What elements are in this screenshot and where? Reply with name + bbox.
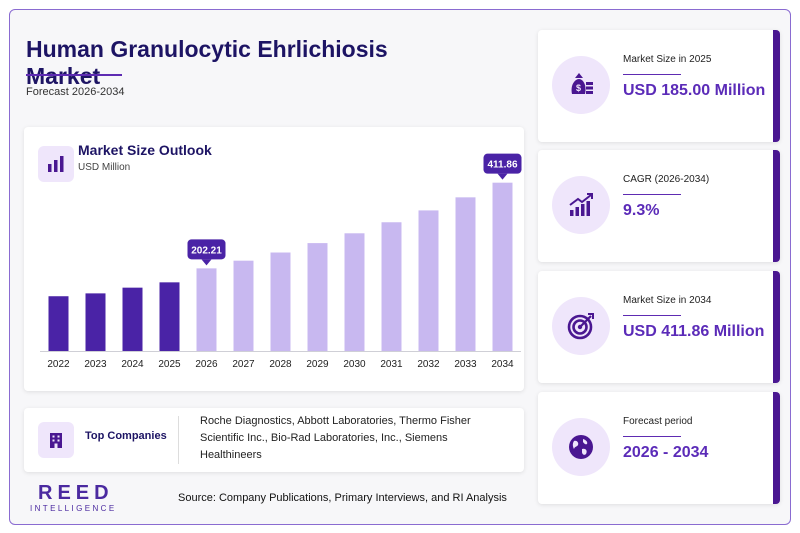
card-accent <box>773 30 780 142</box>
globe-icon <box>552 418 610 476</box>
x-tick-label: 2022 <box>47 359 70 370</box>
bar-2029 <box>307 243 328 351</box>
stat-label: CAGR (2026-2034) <box>623 174 710 185</box>
x-tick-label: 2027 <box>232 359 255 370</box>
title-underline <box>26 74 122 76</box>
callout-2034: 411.86 <box>483 153 522 180</box>
svg-text:$: $ <box>576 83 581 93</box>
bar-2033 <box>455 197 476 351</box>
target-icon <box>552 297 610 355</box>
bar-2034 <box>492 182 513 351</box>
stat-card-market-2025: $ Market Size in 2025 USD 185.00 Million <box>538 30 780 142</box>
x-tick-label: 2031 <box>380 359 403 370</box>
stat-value: USD 185.00 Million <box>623 82 766 99</box>
market-size-bar-chart: 2022 2023 2024 2025 2026 2027 2028 2029 2030 2031… <box>40 153 522 370</box>
money-bag-icon: $ <box>552 56 610 114</box>
bar-2026 <box>196 268 217 351</box>
x-tick-label: 2026 <box>195 359 218 370</box>
stat-card-market-2034: Market Size in 2034 USD 411.86 Million <box>538 271 780 383</box>
x-tick-label: 2024 <box>121 359 144 370</box>
stat-rule <box>623 315 681 316</box>
stat-value: 2026 - 2034 <box>623 444 709 461</box>
stat-value: USD 411.86 Million <box>623 323 765 340</box>
card-accent <box>773 271 780 383</box>
bar-2031 <box>381 222 402 351</box>
x-tick-label: 2030 <box>343 359 366 370</box>
bar-2032 <box>418 210 439 351</box>
brand-logo: REED <box>38 482 114 504</box>
card-accent <box>773 150 780 262</box>
stat-label: Market Size in 2025 <box>623 54 712 65</box>
bar-2023 <box>85 293 106 351</box>
x-tick-label: 2023 <box>84 359 107 370</box>
x-tick-label: 2025 <box>158 359 181 370</box>
stat-value: 9.3% <box>623 202 660 219</box>
x-tick-label: 2029 <box>306 359 329 370</box>
bar-2025 <box>159 282 180 351</box>
stat-rule <box>623 436 681 437</box>
source-note: Source: Company Publications, Primary In… <box>178 492 507 504</box>
page-title: Human Granulocytic Ehrlichiosis Market <box>26 36 388 89</box>
callout-2026: 202.21 <box>187 239 226 266</box>
bar-2027 <box>233 260 254 351</box>
x-tick-label: 2032 <box>417 359 440 370</box>
growth-chart-icon <box>552 176 610 234</box>
stat-label: Market Size in 2034 <box>623 295 712 306</box>
stat-card-cagr: CAGR (2026-2034) 9.3% <box>538 150 780 262</box>
x-tick-label: 2028 <box>269 359 292 370</box>
card-accent <box>773 392 780 504</box>
x-tick-label: 2034 <box>491 359 514 370</box>
top-companies-card <box>24 408 524 472</box>
bar-2030 <box>344 233 365 351</box>
companies-divider <box>178 416 179 464</box>
brand-logo-sub: INTELLIGENCE <box>30 504 117 513</box>
bar-chart-icon <box>38 146 74 182</box>
building-icon <box>38 422 74 458</box>
top-companies-label: Top Companies <box>85 430 167 442</box>
stat-label: Forecast period <box>623 416 693 427</box>
top-companies-list: Roche Diagnostics, Abbott Laboratories, … <box>200 415 471 461</box>
bar-2022 <box>48 296 69 351</box>
bar-2024 <box>122 287 143 351</box>
stat-rule <box>623 74 681 75</box>
stat-card-forecast-period: Forecast period 2026 - 2034 <box>538 392 780 504</box>
bar-2028 <box>270 252 291 351</box>
page-subtitle: Forecast 2026-2034 <box>26 86 125 98</box>
stat-rule <box>623 194 681 195</box>
callout-label: 411.86 <box>487 160 517 171</box>
chart-title: Market Size Outlook <box>78 142 212 158</box>
chart-unit: USD Million <box>78 162 131 173</box>
callout-label: 202.21 <box>191 245 222 256</box>
x-tick-label: 2033 <box>454 359 477 370</box>
